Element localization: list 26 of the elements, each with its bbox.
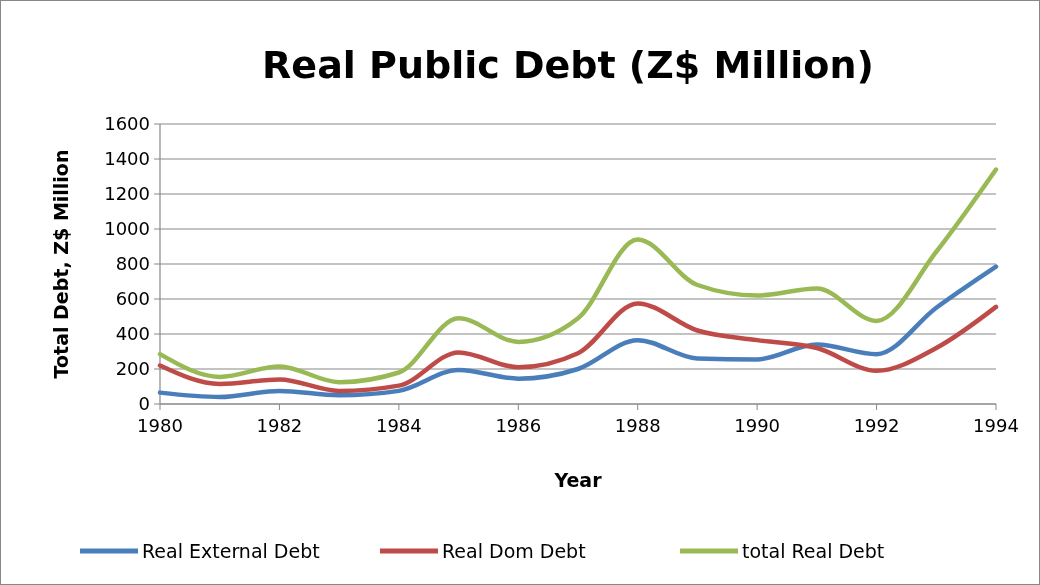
y-tick-label: 1200 [104, 183, 150, 205]
y-tick-label: 400 [115, 323, 150, 345]
y-tick-label: 1000 [104, 218, 150, 240]
y-tick-label: 800 [115, 253, 150, 275]
legend-label: total Real Debt [742, 539, 885, 562]
line-series [157, 167, 999, 385]
legend-label: Real Dom Debt [442, 539, 586, 562]
x-tick-label: 1984 [375, 415, 422, 436]
y-tick-label: 200 [115, 358, 150, 380]
x-tick-label: 1990 [734, 415, 781, 436]
y-tick-label: 0 [138, 393, 150, 415]
line-series [157, 301, 999, 394]
x-tick-label: 1982 [256, 415, 303, 436]
x-tick-label: 1986 [495, 415, 542, 436]
x-tick-label: 1992 [853, 415, 900, 436]
y-axis-title: Total Debt, Z$ Million [50, 149, 72, 379]
legend-label: Real External Debt [142, 539, 320, 562]
x-tick-label: 1994 [973, 415, 1019, 436]
x-axis-title: Year [553, 469, 603, 491]
y-tick-label: 1600 [104, 113, 150, 135]
y-tick-label: 600 [115, 288, 150, 310]
line-series [157, 264, 999, 400]
y-tick-label: 1400 [104, 148, 150, 170]
chart-title: Real Public Debt (Z$ Million) [262, 43, 874, 87]
x-tick-label: 1980 [137, 415, 183, 436]
x-tick-label: 1988 [614, 415, 661, 436]
